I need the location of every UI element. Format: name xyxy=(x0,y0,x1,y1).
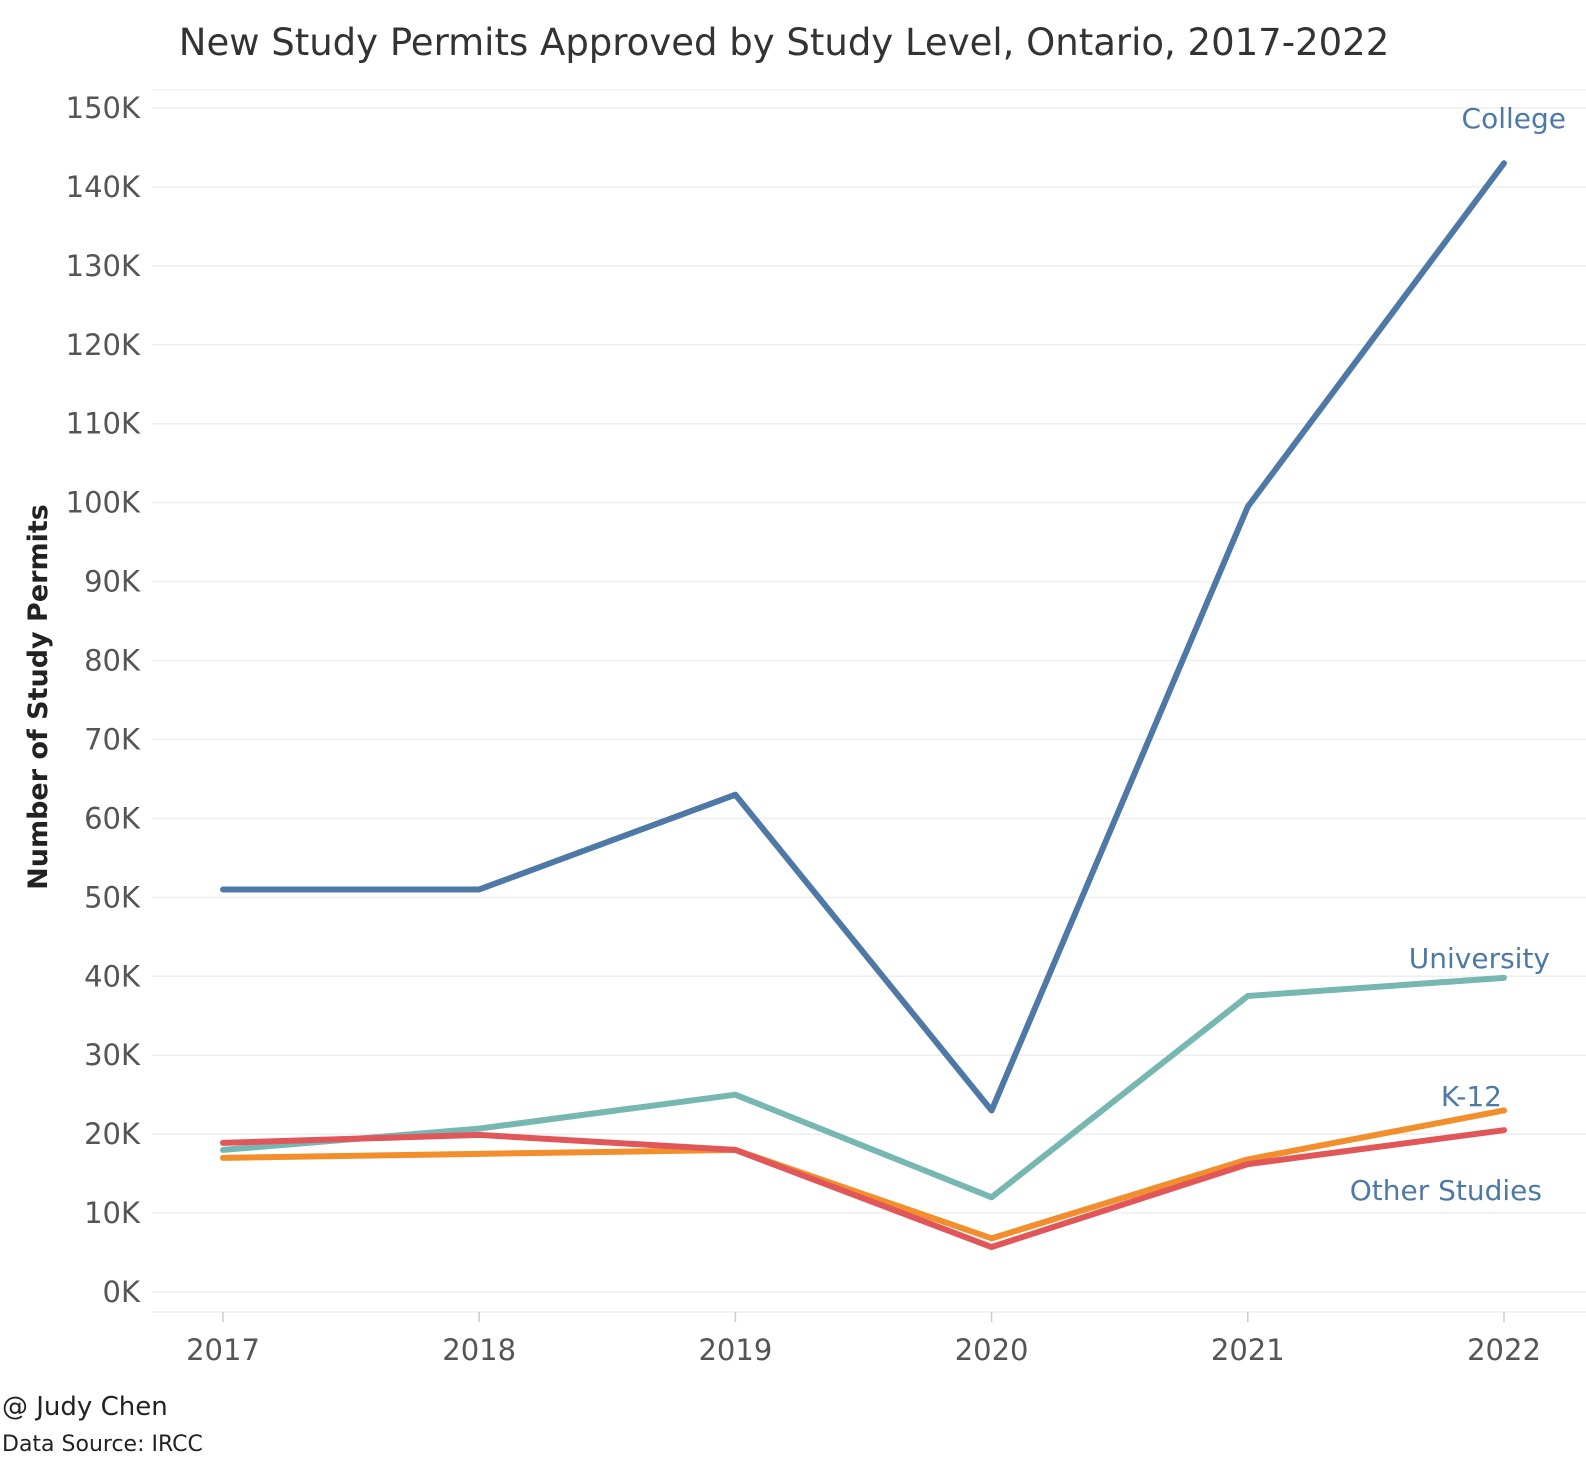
series-line-university xyxy=(220,974,1507,1201)
y-tick-label: 70K xyxy=(84,722,141,756)
x-axis-ticks: 2017 2018 2019 2020 2021 2022 xyxy=(186,1312,1541,1367)
x-tick-label: 2017 xyxy=(186,1333,260,1367)
y-tick-label: 80K xyxy=(84,644,141,678)
y-tick-label: 0K xyxy=(103,1275,141,1309)
y-tick-label: 60K xyxy=(84,801,141,835)
series-line-college xyxy=(220,160,1507,1114)
y-tick-label: 110K xyxy=(66,407,141,441)
chart-title: New Study Permits Approved by Study Leve… xyxy=(179,21,1389,64)
series-label-university: University xyxy=(1409,942,1550,975)
y-tick-label: 120K xyxy=(66,328,141,362)
x-tick-label: 2021 xyxy=(1211,1333,1285,1367)
series-labels: College University K-12 Other Studies xyxy=(1350,102,1566,1207)
series-layer xyxy=(220,160,1507,1251)
y-tick-label: 20K xyxy=(84,1117,141,1151)
y-tick-label: 40K xyxy=(84,959,141,993)
data-source: Data Source: IRCC xyxy=(2,1432,203,1457)
y-tick-label: 130K xyxy=(66,249,141,283)
y-tick-label: 150K xyxy=(66,91,141,125)
y-tick-label: 30K xyxy=(84,1038,141,1072)
author-credit: @ Judy Chen xyxy=(2,1392,168,1422)
x-tick-label: 2019 xyxy=(698,1333,772,1367)
y-axis-ticks: 0K 10K 20K 30K 40K 50K 60K 70K 80K 90K 100K 110K 120… xyxy=(66,91,141,1309)
grid xyxy=(152,89,1586,1313)
series-label-k-12: K-12 xyxy=(1441,1080,1502,1113)
series-line-k-12 xyxy=(220,1107,1507,1242)
series-label-college: College xyxy=(1462,102,1566,135)
x-tick-label: 2022 xyxy=(1467,1333,1541,1367)
x-tick-label: 2018 xyxy=(442,1333,516,1367)
series-line-other-studies xyxy=(220,1127,1507,1251)
x-tick-label: 2020 xyxy=(955,1333,1029,1367)
y-tick-label: 100K xyxy=(66,486,141,520)
y-tick-label: 50K xyxy=(84,880,141,914)
y-tick-label: 90K xyxy=(84,565,141,599)
y-axis-title: Number of Study Permits xyxy=(23,504,54,890)
y-tick-label: 10K xyxy=(84,1196,141,1230)
y-tick-label: 140K xyxy=(66,170,141,204)
series-label-other-studies: Other Studies xyxy=(1350,1174,1542,1207)
